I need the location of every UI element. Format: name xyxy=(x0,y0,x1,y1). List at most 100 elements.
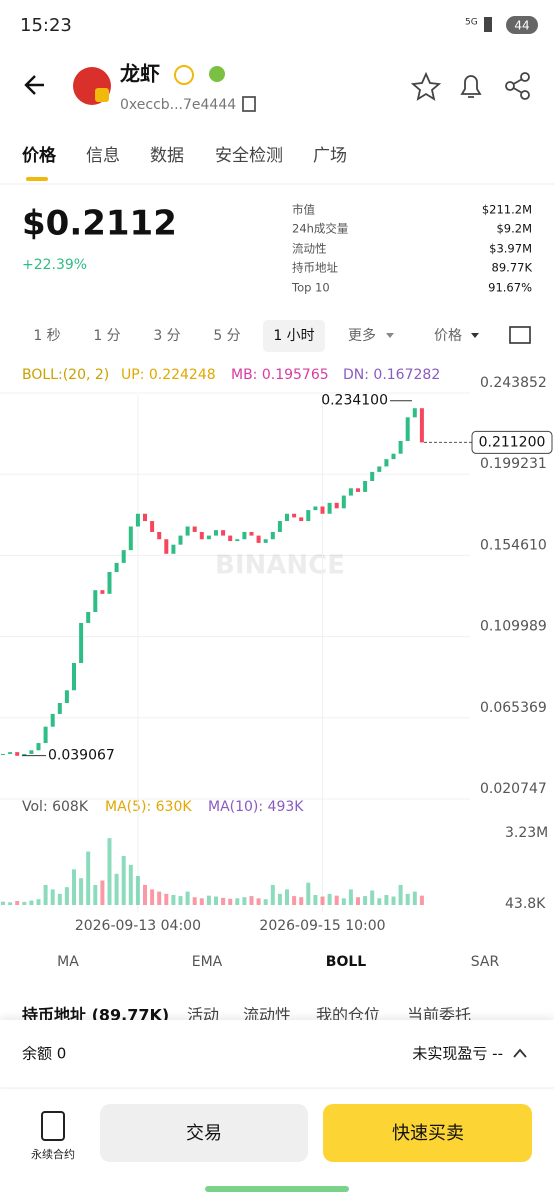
copy-button[interactable] xyxy=(242,96,256,112)
interval[interactable]: 5 分 xyxy=(213,328,240,344)
watermark: BINANCE xyxy=(215,551,345,581)
dropdown-caret xyxy=(386,333,394,338)
vol-tick-label: 3.23M xyxy=(505,825,548,841)
candle xyxy=(206,535,211,540)
holder-tab[interactable]: 活动 xyxy=(187,1006,219,1025)
volume-bar xyxy=(100,880,105,905)
vol-legend: MA(10): 493K xyxy=(208,799,304,815)
interval[interactable]: 1 秒 xyxy=(33,328,60,344)
tab[interactable]: 安全检测 xyxy=(215,146,283,166)
stat-label: 24h成交量 xyxy=(292,222,348,236)
volume-bar xyxy=(8,902,13,905)
y-tick-label: 0.154610 xyxy=(480,537,547,553)
volume-bar xyxy=(50,889,55,905)
volume-bar xyxy=(86,851,91,905)
candle xyxy=(341,495,346,509)
tab[interactable]: 信息 xyxy=(86,146,120,166)
indicator-tab[interactable]: BOLL xyxy=(326,954,366,970)
candle xyxy=(164,539,169,554)
volume-bar xyxy=(391,896,396,905)
back-button[interactable] xyxy=(24,75,44,95)
holder-tab[interactable]: 流动性 xyxy=(243,1006,291,1025)
alert-button[interactable] xyxy=(460,75,482,98)
volume-bar xyxy=(341,898,346,905)
stat-label: 持币地址 xyxy=(292,261,338,275)
candle xyxy=(114,562,119,572)
expand-button[interactable] xyxy=(513,1048,527,1058)
candle xyxy=(150,521,155,532)
perp-label[interactable]: 永续合约 xyxy=(31,1147,75,1161)
battery-level: 44 xyxy=(514,19,529,33)
candle xyxy=(228,535,233,542)
volume-bar xyxy=(15,900,20,905)
current-label: 0.211200 xyxy=(479,434,546,450)
candle xyxy=(270,531,275,540)
boll-legend: MB: 0.195765 xyxy=(231,367,329,383)
candle xyxy=(185,526,190,536)
holder-tab[interactable]: 当前委托 xyxy=(407,1006,471,1025)
volume-bar xyxy=(93,884,98,905)
status-network: 5G xyxy=(465,18,478,28)
volume-bar xyxy=(143,884,147,905)
holder-tab[interactable]: 我的仓位 xyxy=(316,1006,380,1025)
candle xyxy=(157,531,162,540)
interval[interactable]: 更多 xyxy=(348,327,376,344)
x-tick-label: 2026-09-15 10:00 xyxy=(259,918,385,934)
holder-tab[interactable]: 持币地址 (89.77K) xyxy=(22,1006,169,1025)
indicator-tab[interactable]: MA xyxy=(57,954,79,970)
candle xyxy=(398,440,403,454)
interval[interactable]: 1 分 xyxy=(93,328,120,344)
volume-bar xyxy=(135,876,140,905)
volume-bar xyxy=(36,899,41,905)
candle xyxy=(320,506,325,514)
status-time: 15:23 xyxy=(20,15,72,36)
share-dot xyxy=(520,90,530,100)
stat-value: $3.97M xyxy=(489,242,532,256)
quick-label[interactable]: 快速买卖 xyxy=(392,1123,464,1144)
token-name: 龙虾 xyxy=(120,62,160,86)
candle xyxy=(412,408,417,418)
candle xyxy=(86,612,91,623)
candle xyxy=(43,726,48,744)
balance-label: 余额 0 xyxy=(22,1045,66,1063)
candle xyxy=(178,535,183,545)
interval-selected xyxy=(263,320,325,352)
volume-bar xyxy=(121,855,126,905)
candle xyxy=(214,530,218,536)
high-label: 0.234100 xyxy=(321,393,388,409)
trade-button[interactable] xyxy=(100,1104,308,1162)
volume-bar xyxy=(292,896,297,905)
interval[interactable]: 3 分 xyxy=(153,328,180,344)
candle xyxy=(143,513,147,522)
share-dot xyxy=(505,81,515,91)
indicator-tab[interactable]: EMA xyxy=(192,954,223,970)
vol-legend: Vol: 608K xyxy=(22,799,89,815)
tab[interactable]: 价格 xyxy=(22,145,57,166)
tab[interactable]: 数据 xyxy=(150,146,184,166)
perp-icon[interactable] xyxy=(41,1111,65,1141)
volume-bar xyxy=(228,898,233,905)
favorite-button[interactable] xyxy=(410,71,442,101)
hand-icon xyxy=(209,66,225,82)
volume-bar xyxy=(285,889,289,905)
indicator-tab[interactable]: SAR xyxy=(471,954,500,970)
quick-button[interactable] xyxy=(323,1104,532,1162)
interval[interactable]: 1 小时 xyxy=(273,328,314,344)
volume-bar xyxy=(192,897,197,905)
chart-settings[interactable] xyxy=(509,326,531,344)
volume-bar xyxy=(412,891,417,905)
candle xyxy=(221,530,226,536)
trade-label[interactable]: 交易 xyxy=(186,1123,222,1144)
interval[interactable]: 价格 xyxy=(434,328,462,344)
volume-bar xyxy=(242,897,247,905)
candle xyxy=(8,752,13,754)
volume-bar xyxy=(398,884,403,905)
candle xyxy=(363,480,368,492)
tab[interactable]: 广场 xyxy=(313,146,347,166)
tag-icon xyxy=(174,65,194,85)
boll-legend: UP: 0.224248 xyxy=(121,367,216,383)
stat-label: Top 10 xyxy=(291,281,330,295)
pnl-label: 未实现盈亏 -- xyxy=(412,1045,503,1063)
volume-bar xyxy=(206,895,211,905)
